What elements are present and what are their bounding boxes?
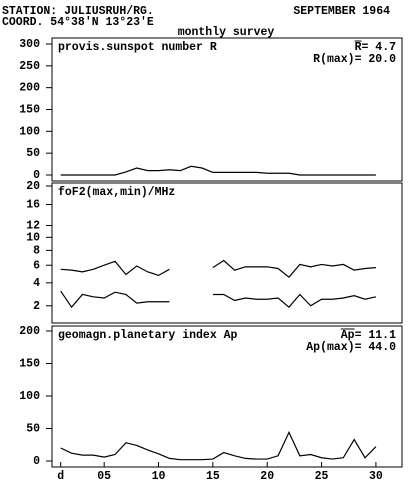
x-tick-label: 10 [152,470,166,480]
panel-title: geomagn.planetary index Ap [58,329,238,342]
y-tick-label: 10 [26,231,40,244]
data-line [60,259,376,278]
y-tick-label: 50 [26,423,40,436]
y-tick-label: 150 [19,104,40,117]
date: SEPTEMBER 1964 [293,5,390,18]
x-tick-label: 20 [260,470,274,480]
panel-frame [51,182,403,324]
data-line [60,290,377,309]
panel-stat: Ap(max)= 44.0 [306,341,396,354]
y-tick-label: 8 [33,244,40,257]
y-tick-label: 300 [19,38,40,51]
x-tick-label: 05 [97,470,111,480]
y-tick-label: 4 [33,277,40,290]
y-tick-label: 200 [19,82,40,95]
subtitle: monthly survey [178,26,275,39]
y-tick-label: 100 [19,390,40,403]
x-tick-label: 30 [369,470,383,480]
y-tick-label: 100 [19,125,40,138]
y-tick-label: 0 [33,169,40,182]
x-tick-label: d [57,470,64,480]
y-tick-label: 150 [19,358,40,371]
panel-stat-symbol: R [355,41,362,54]
y-tick-label: 250 [19,60,40,73]
station: STATION: JULIUSRUH/RG. [2,5,154,18]
y-tick-label: 50 [26,147,40,160]
panel-title: provis.sunspot number R [58,41,217,54]
panel-stat-symbol: Ap [341,329,355,342]
y-tick-label: 200 [19,325,40,338]
panel-stat: = 11.1 [355,329,397,342]
data-line [60,430,377,461]
y-tick-label: 16 [26,199,40,212]
y-tick-label: 2 [33,300,40,313]
y-tick-label: 12 [26,220,40,233]
x-tick-label: 25 [315,470,329,480]
y-tick-label: 6 [33,259,40,272]
x-tick-label: 15 [206,470,220,480]
y-tick-label: 0 [33,455,40,468]
coord: COORD. 54°38'N 13°23'E [2,16,154,29]
y-tick-label: 20 [26,180,40,193]
panel-stat: = 4.7 [361,41,396,54]
panel-title: foF2(max,min)/MHz [58,186,175,199]
panel-stat: R(max)= 20.0 [313,53,396,66]
data-line [60,165,376,176]
